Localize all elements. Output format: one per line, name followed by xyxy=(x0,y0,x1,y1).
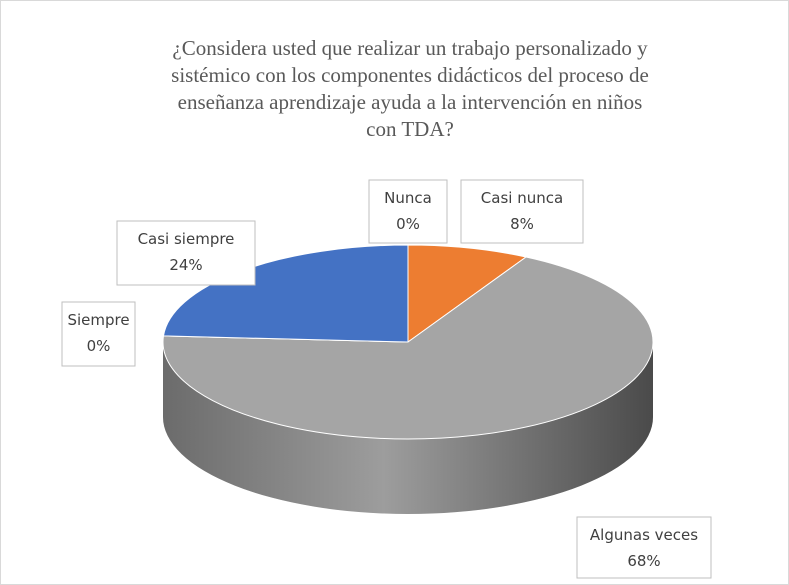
chart-title: ¿Considera usted que realizar un trabajo… xyxy=(172,36,648,60)
chart-title: con TDA? xyxy=(366,117,454,141)
label-name: Casi nunca xyxy=(481,189,563,207)
label-name: Siempre xyxy=(67,311,129,329)
chart-title: enseñanza aprendizaje ayuda a la interve… xyxy=(178,90,643,114)
slice xyxy=(407,244,528,343)
label-box xyxy=(116,220,256,286)
label-box xyxy=(61,301,136,367)
chart-title: sistémico con los componentes didácticos… xyxy=(171,63,649,87)
slice xyxy=(162,256,654,440)
label-box xyxy=(368,179,448,244)
label-box xyxy=(460,179,584,244)
side-shade xyxy=(163,342,653,514)
label-value: 0% xyxy=(396,215,420,233)
label-value: 24% xyxy=(169,256,202,274)
label-value: 0% xyxy=(87,337,111,355)
label-name: Casi siempre xyxy=(138,230,235,248)
label-box xyxy=(576,516,712,579)
label-name: Nunca xyxy=(384,189,432,207)
label-value: 68% xyxy=(627,552,660,570)
label-value: 8% xyxy=(510,215,534,233)
label-name: Algunas veces xyxy=(590,526,698,544)
